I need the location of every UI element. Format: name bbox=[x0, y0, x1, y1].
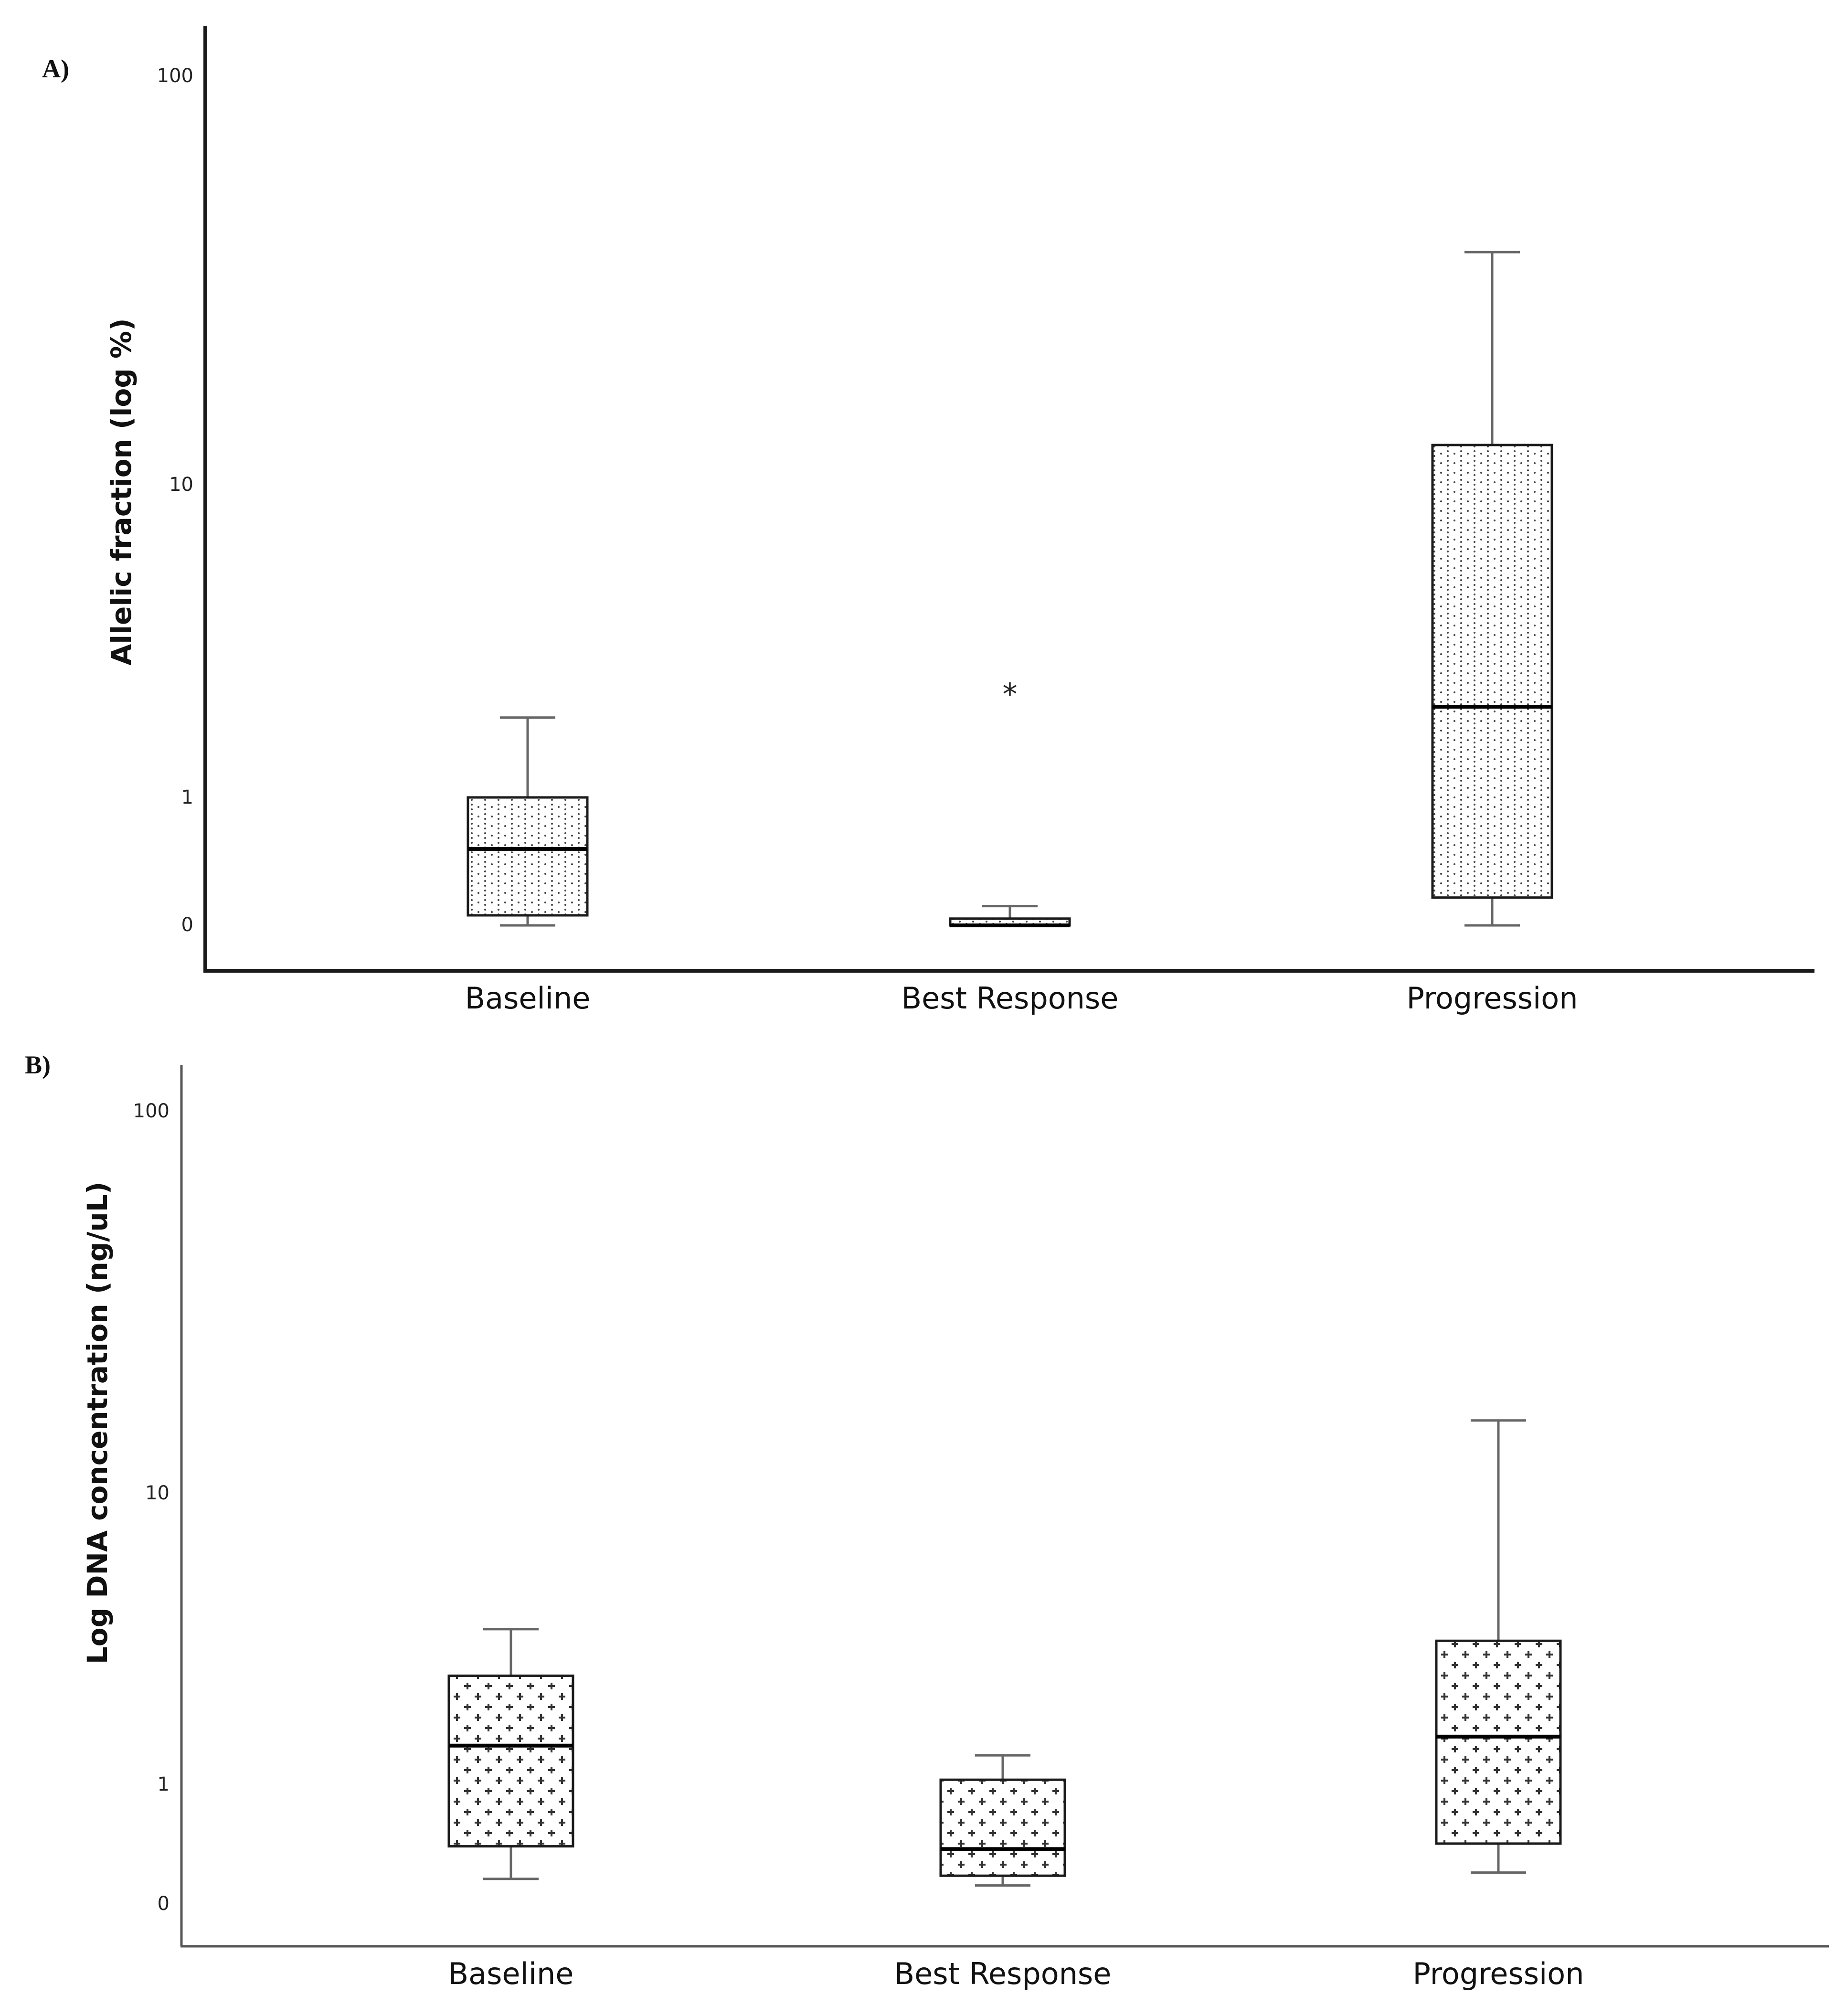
panel-a-ytick-0: 0 bbox=[181, 914, 193, 936]
panel-a-boxes: * bbox=[467, 251, 1553, 927]
panel-b: B) Log DNA concentration (ng/uL) 100 10 … bbox=[25, 1050, 1829, 1991]
panel-a: A) Allelic fraction (log %) 100 10 1 0 *… bbox=[42, 26, 1814, 1016]
panel-b-box-baseline-iqr bbox=[447, 1674, 574, 1848]
panel-b-xtick-best-response: Best Response bbox=[894, 1956, 1112, 1991]
panel-b-box-progression-iqr bbox=[1435, 1639, 1562, 1845]
panel-b-box-baseline bbox=[447, 1628, 574, 1880]
panel-b-ytick-1: 1 bbox=[158, 1773, 170, 1795]
panel-a-box-baseline bbox=[467, 716, 589, 927]
panel-a-xtick-baseline: Baseline bbox=[465, 981, 591, 1016]
panel-a-xtick-progression: Progression bbox=[1406, 981, 1578, 1016]
panel-a-ytick-100: 100 bbox=[157, 65, 193, 87]
panel-b-box-best-response-iqr bbox=[939, 1778, 1066, 1877]
panel-b-xtick-baseline: Baseline bbox=[448, 1956, 574, 1991]
panel-a-box-best-response-outlier-0: * bbox=[1003, 677, 1018, 712]
panel-b-box-progression bbox=[1435, 1419, 1562, 1874]
panel-a-box-best-response: * bbox=[949, 677, 1071, 927]
panel-a-xtick-best-response: Best Response bbox=[902, 981, 1119, 1016]
panel-a-ytick-1: 1 bbox=[181, 786, 193, 808]
panel-b-ytick-100: 100 bbox=[133, 1100, 170, 1122]
panel-a-box-baseline-iqr bbox=[467, 796, 589, 917]
panel-a-y-ticks: 100 10 1 0 bbox=[157, 65, 193, 936]
panel-b-boxes bbox=[447, 1419, 1562, 1887]
panel-a-y-axis-title: Allelic fraction (log %) bbox=[105, 318, 138, 665]
panel-b-y-ticks: 100 10 1 0 bbox=[133, 1100, 170, 1915]
panel-a-box-progression-iqr bbox=[1431, 444, 1553, 899]
panel-b-label: B) bbox=[25, 1050, 51, 1079]
panel-a-ytick-10: 10 bbox=[169, 474, 193, 496]
panel-a-x-ticks: Baseline Best Response Progression bbox=[465, 981, 1578, 1016]
panel-b-y-axis-title: Log DNA concentration (ng/uL) bbox=[81, 1182, 114, 1664]
panel-b-ytick-10: 10 bbox=[145, 1482, 170, 1504]
panel-a-label: A) bbox=[42, 54, 69, 83]
panel-b-box-best-response bbox=[939, 1754, 1066, 1887]
panel-b-xtick-progression: Progression bbox=[1412, 1956, 1584, 1991]
panel-a-box-progression bbox=[1431, 251, 1553, 927]
panel-b-ytick-0: 0 bbox=[158, 1893, 170, 1915]
panel-b-x-ticks: Baseline Best Response Progression bbox=[448, 1956, 1584, 1991]
